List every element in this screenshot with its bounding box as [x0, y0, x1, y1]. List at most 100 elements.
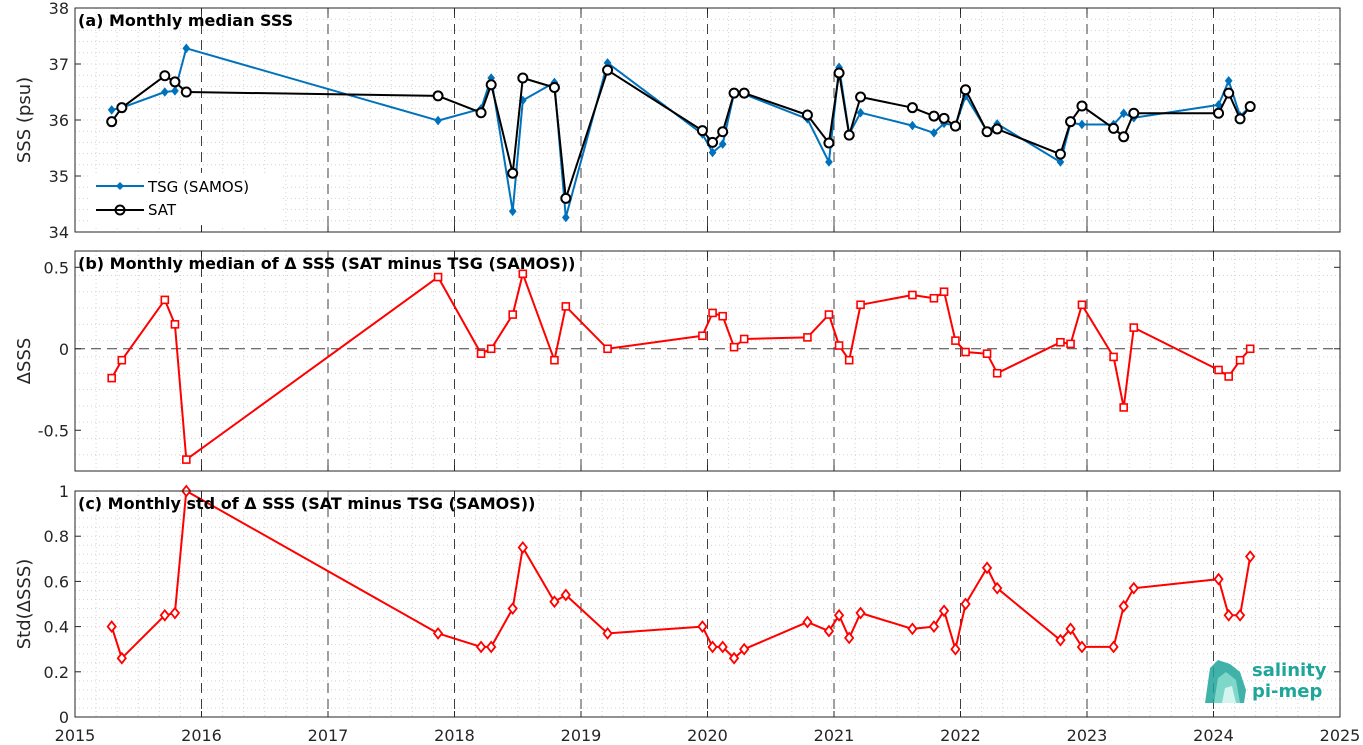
data-point	[834, 341, 844, 350]
data-point	[170, 320, 180, 329]
data-point	[992, 368, 1002, 378]
data-point	[856, 107, 865, 118]
data-point	[1055, 633, 1066, 647]
data-point	[949, 120, 961, 132]
data-point	[708, 147, 717, 158]
y-tick-label: 0.2	[44, 663, 69, 682]
y-tick-label: 38	[49, 0, 69, 18]
data-point	[117, 355, 127, 365]
data-point	[739, 334, 749, 344]
x-tick-label: 2018	[434, 726, 475, 745]
data-point	[833, 67, 845, 79]
data-point	[432, 90, 444, 102]
data-point	[1214, 365, 1223, 375]
data-point	[981, 126, 993, 138]
data-point	[106, 116, 118, 128]
data-point	[560, 192, 572, 204]
data-point	[475, 107, 487, 119]
data-point	[107, 373, 116, 383]
data-point	[908, 290, 917, 300]
y-tick-label: 0.8	[44, 527, 69, 546]
data-point	[992, 581, 1003, 595]
panel-b: -0.5 0 0.5 (b) Monthly median of Δ SSS (SA…	[14, 250, 1341, 472]
data-point	[738, 87, 750, 99]
data-point	[728, 87, 740, 99]
data-point	[982, 349, 992, 358]
panel-a: 34 35 36 37 38 (a) Monthly median SSS SSS (p…	[14, 0, 1341, 242]
panel-c-y-ticks: 0 0.2 0.4 0.6 0.8 1	[44, 482, 1341, 727]
data-point	[518, 269, 528, 279]
y-tick-label: 1	[59, 482, 69, 501]
data-point	[507, 602, 518, 615]
panel-a-y-ticks: 34 35 36 37 38	[49, 0, 1341, 242]
data-point	[1234, 113, 1246, 125]
data-point	[1245, 344, 1255, 354]
data-point	[560, 588, 571, 602]
data-point	[1119, 403, 1128, 412]
series-line	[110, 272, 1251, 461]
data-point	[1118, 599, 1129, 613]
panel-b-title: (b) Monthly median of Δ SSS (SAT minus T…	[78, 254, 575, 273]
data-point	[801, 109, 813, 121]
data-point	[602, 626, 613, 640]
data-point	[717, 126, 729, 138]
data-point	[1224, 372, 1233, 381]
data-point	[475, 640, 487, 654]
data-point	[517, 541, 528, 554]
data-point	[1076, 100, 1088, 112]
data-point	[823, 624, 835, 638]
x-tick-label: 2017	[308, 726, 349, 745]
data-point	[855, 91, 867, 103]
data-point	[517, 72, 529, 84]
data-point	[508, 310, 517, 319]
data-point	[824, 310, 834, 319]
data-point	[159, 608, 170, 622]
data-point	[182, 43, 191, 54]
data-point	[486, 344, 496, 354]
panel-b-series	[107, 269, 1255, 464]
data-point	[844, 355, 854, 365]
data-point	[1054, 148, 1066, 160]
panel-a-title: (a) Monthly median SSS	[78, 11, 293, 30]
data-point	[561, 302, 571, 311]
x-tick-label: 2022	[940, 726, 981, 745]
x-tick-label: 2024	[1193, 726, 1234, 745]
data-point	[907, 622, 918, 636]
y-tick-label: 34	[49, 223, 69, 242]
x-tick-label: 2015	[55, 726, 96, 745]
panel-b-ylabel: ΔSSS	[14, 338, 35, 385]
y-tick-label: 0	[59, 708, 69, 727]
data-point	[1235, 355, 1245, 365]
data-point	[961, 347, 970, 357]
data-point	[707, 136, 719, 148]
data-point	[906, 102, 918, 114]
y-tick-label: 35	[49, 167, 69, 186]
data-point	[107, 105, 116, 115]
data-point	[960, 84, 972, 96]
data-point	[1109, 352, 1118, 362]
x-axis-tick-labels: 2015 2016 2017 2018 2019 2020 2021 2022 2023 2024…	[55, 726, 1361, 745]
y-tick-label: 36	[49, 111, 69, 130]
data-point	[171, 86, 179, 96]
data-point	[1223, 608, 1234, 622]
legend-sat-marker	[114, 204, 126, 216]
data-point	[1128, 107, 1140, 119]
data-point	[960, 597, 971, 611]
data-point	[1118, 131, 1130, 143]
data-point	[991, 123, 1003, 135]
y-tick-label: 37	[49, 55, 69, 74]
data-point	[1065, 116, 1077, 128]
series-line	[110, 69, 1251, 200]
data-point	[930, 128, 938, 138]
data-point	[728, 651, 740, 665]
data-point	[718, 139, 727, 149]
data-point	[938, 112, 950, 124]
data-point	[106, 620, 117, 634]
data-point	[1108, 640, 1119, 654]
data-point	[1224, 75, 1233, 86]
y-tick-label: 0.4	[44, 618, 69, 637]
data-point	[908, 120, 917, 131]
data-point	[928, 620, 940, 634]
